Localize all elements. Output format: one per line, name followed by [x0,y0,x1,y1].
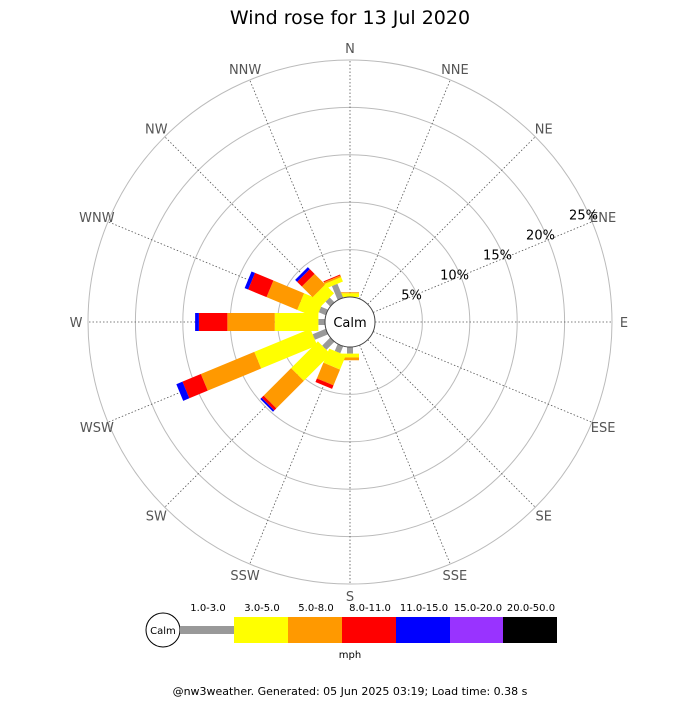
bar-nw [295,267,335,307]
legend-label-1: 1.0-3.0 [190,603,225,614]
ring-label-3: 15% [483,248,512,263]
center-layer: Calm [324,296,376,348]
bar-segment-n-3 [341,292,359,294]
direction-label-w: W [70,316,83,331]
direction-label-s: S [346,590,354,605]
bar-nnw [323,274,344,301]
bar-s [341,347,359,361]
bar-segment-w-5 [195,313,199,331]
ring-label-2: 10% [440,268,469,283]
bar-segment-nw-2 [312,284,334,306]
bar-wnw [244,271,329,318]
spoke-ne [367,136,536,305]
spoke-ene [372,221,593,313]
ring-label-1: 5% [401,288,422,303]
bar-segment-w-2 [274,313,319,331]
bar-segment-ssw-3 [316,362,341,386]
bar-segment-nnw-3 [323,275,342,284]
bar-segment-nnw-4 [323,274,341,283]
direction-label-wsw: WSW [80,421,114,436]
legend-swatch-6 [450,617,503,643]
legend-unit: mph [339,650,361,661]
bar-w [195,313,326,331]
bar-segment-wnw-4 [248,272,274,298]
ring-label-4: 20% [526,228,555,243]
legend-swatch-1 [180,626,234,634]
legend-label-3: 5.0-8.0 [298,603,333,614]
grid-ring-3 [182,154,518,490]
legend-swatch-3 [288,617,342,643]
bar-segment-s-3 [341,357,359,361]
bar-segment-nw-5 [295,267,310,282]
bar-n [341,292,359,297]
direction-label-ssw: SSW [230,569,260,584]
bar-segment-sw-2 [291,341,331,381]
bar-segment-ssw-1 [334,343,344,354]
legend-calm-label: Calm [150,626,176,637]
bar-segment-wsw-1 [312,328,329,340]
legend-swatch-7 [503,617,557,643]
bar-segment-nnw-1 [331,283,344,301]
direction-label-nw: NW [145,122,168,137]
ring-label-layer: 5% 10% 15% 20% 25% [401,208,598,303]
bar-segment-sw-5 [260,397,275,412]
spoke-sse [359,344,451,565]
bar-segment-w-4 [198,313,228,331]
legend-swatch-5 [396,617,450,643]
legend-label-5: 11.0-15.0 [400,603,448,614]
bar-segment-wsw-3 [200,351,262,391]
legend-label-6: 15.0-20.0 [454,603,502,614]
bar-segment-wnw-1 [318,306,329,316]
legend-swatch-2 [234,617,288,643]
direction-label-nnw: NNW [229,63,261,78]
bar-segment-w-1 [318,319,326,325]
bar-segment-n-2 [341,293,359,297]
bar-segment-wsw-2 [254,328,318,369]
bar-segment-nnw-2 [324,277,343,289]
bar-segment-wsw-5 [176,381,190,401]
bar-segment-wnw-3 [266,280,305,310]
calm-circle [324,296,376,348]
direction-label-sse: SSE [443,569,468,584]
direction-label-e: E [620,316,628,331]
footer-text: @nw3weather. Generated: 05 Jun 2025 03:1… [173,685,528,698]
legend-label-2: 3.0-5.0 [244,603,279,614]
bars-layer [176,267,359,412]
direction-label-ese: ESE [591,421,616,436]
legend-swatch-4 [342,617,396,643]
bar-wsw [176,328,329,401]
bar-segment-s-1 [347,347,353,354]
bar-segment-ssw-4 [315,378,334,389]
direction-label-se: SE [535,510,551,525]
direction-label-ne: NE [535,122,553,137]
direction-label-nne: NNE [441,63,469,78]
bar-segment-nw-3 [301,273,326,298]
bar-segment-sw-3 [263,368,304,409]
direction-label-sw: SW [146,510,167,525]
legend-label-4: 8.0-11.0 [349,603,391,614]
bar-segment-nw-4 [297,269,315,287]
bar-segment-sw-4 [261,395,277,411]
direction-label-wnw: WNW [79,211,115,226]
bar-sw [260,337,335,412]
legend-label-7: 20.0-50.0 [507,603,555,614]
spoke-se [367,339,536,508]
spoke-ese [372,331,593,423]
legend: Calm 1.0-3.0 3.0-5.0 5.0-8.0 8.0-11.0 11.0-1… [145,603,557,661]
bar-segment-w-3 [227,313,275,331]
bar-segment-wsw-4 [182,374,208,399]
spoke-nnw [249,79,341,300]
chart-title: Wind rose for 13 Jul 2020 [230,7,470,29]
grid-ring-5 [87,59,613,585]
bar-segment-s-2 [341,353,359,358]
ring-label-5: 25% [569,208,598,223]
calm-label: Calm [333,316,366,331]
direction-label-ene: ENE [590,211,616,226]
direction-label-n: N [345,42,355,57]
bar-segment-sw-1 [322,337,335,350]
spoke-nne [359,79,451,300]
bar-segment-wnw-5 [244,271,256,290]
